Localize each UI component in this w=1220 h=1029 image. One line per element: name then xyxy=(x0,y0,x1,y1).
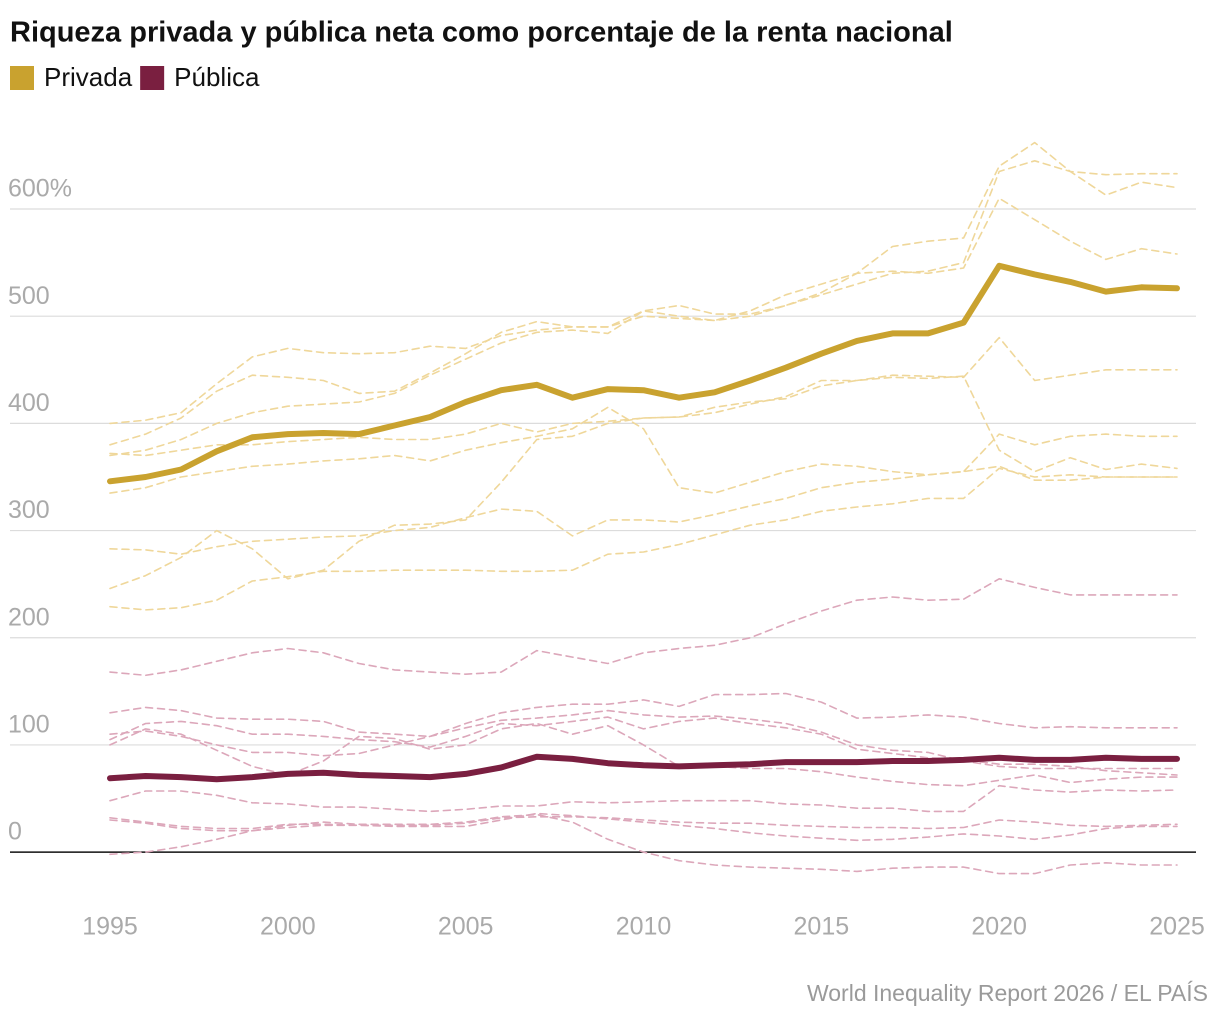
background-line xyxy=(109,467,1178,611)
background-line xyxy=(109,197,1178,457)
background-line xyxy=(109,336,1178,457)
y-tick-label: 300 xyxy=(8,496,50,524)
background-line xyxy=(109,465,1178,555)
background-line xyxy=(109,406,1178,494)
background-lines xyxy=(109,141,1178,875)
series-line xyxy=(107,753,1180,783)
x-tick-label: 2015 xyxy=(794,913,850,941)
x-tick-label: 2010 xyxy=(616,913,672,941)
legend: Privada Pública xyxy=(10,62,260,92)
background-line xyxy=(109,812,1178,842)
background-line xyxy=(109,709,1178,770)
grid: 0 100 200 300 400 500 600% 1995 2000 2005 2010 2015… xyxy=(8,175,1205,941)
background-line xyxy=(109,375,1178,590)
main-lines xyxy=(107,262,1180,783)
legend-swatch xyxy=(10,66,34,90)
series-line xyxy=(107,262,1180,485)
x-tick-label: 2000 xyxy=(260,913,316,941)
background-line xyxy=(109,141,1178,425)
y-tick-label: 100 xyxy=(8,711,50,739)
background-line xyxy=(109,816,1178,832)
x-tick-label: 1995 xyxy=(82,913,138,941)
source: World Inequality Report 2026 / EL PAÍS xyxy=(807,980,1208,1006)
y-tick-label: 500 xyxy=(8,282,50,310)
background-line xyxy=(109,784,1178,813)
chart-title: Riqueza privada y pública neta como porc… xyxy=(10,17,953,49)
background-line xyxy=(109,692,1178,738)
y-tick-label: 600% xyxy=(8,175,72,203)
legend-swatch xyxy=(140,66,165,90)
legend-label: Privada xyxy=(44,62,133,92)
legend-label: Pública xyxy=(174,62,260,92)
x-tick-label: 2005 xyxy=(438,913,494,941)
x-tick-label: 2020 xyxy=(971,913,1027,941)
background-line xyxy=(109,813,1178,875)
background-line xyxy=(109,722,1178,787)
x-tick-label: 2025 xyxy=(1149,913,1205,941)
background-line xyxy=(109,160,1178,446)
y-tick-label: 400 xyxy=(8,389,50,417)
y-tick-label: 200 xyxy=(8,603,50,631)
y-tick-label: 0 xyxy=(8,818,22,846)
background-line xyxy=(109,578,1178,677)
background-line xyxy=(109,716,1178,776)
